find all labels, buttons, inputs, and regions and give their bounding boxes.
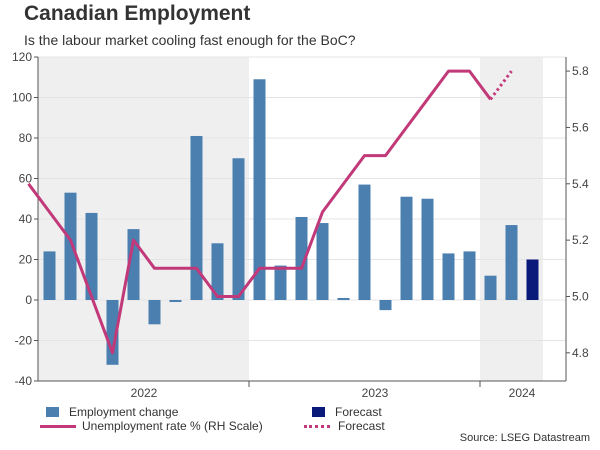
chart-title: Canadian Employment (24, 2, 251, 25)
right-tick-label-5.2: 5.2 (572, 233, 589, 247)
left-tick-label-120: 120 (12, 50, 32, 64)
employment-bar-2022-08 (190, 135, 203, 300)
employment-bar-2023-10 (484, 275, 497, 300)
left-tick-label-40: 40 (19, 212, 33, 226)
legend-forecast-line-label: Forecast (338, 419, 385, 433)
legend-forecast-line: Forecast (304, 419, 385, 433)
left-tick-label--40: -40 (15, 374, 33, 388)
x-label-2022: 2022 (131, 386, 158, 400)
forecast-bar-2023-12 (526, 259, 539, 300)
employment-bar-2022-02 (64, 192, 77, 300)
unemployment-line (27, 69, 492, 355)
employment-bar-2022-06 (148, 300, 161, 325)
source-note: Source: LSEG Datastream (459, 432, 590, 444)
employment-bar-2023-02 (316, 223, 329, 300)
employment-bar-2023-05 (379, 300, 392, 311)
employment-bar-2023-07 (421, 198, 434, 300)
employment-bar-2023-11 (505, 225, 518, 300)
x-label-2024: 2024 (509, 386, 536, 400)
legend-forecast-bar: Forecast (312, 405, 382, 419)
right-tick-label-5.8: 5.8 (572, 64, 589, 78)
x-label-2023: 2023 (362, 386, 389, 400)
right-tick-label-5: 5.0 (572, 289, 589, 303)
legend-unemployment: Unemployment rate % (RH Scale) (40, 419, 263, 433)
right-tick-label-5.6: 5.6 (572, 120, 589, 134)
employment-bar-2023-06 (400, 196, 413, 300)
left-tick-label-20: 20 (19, 253, 33, 267)
employment-bar-2023-01 (295, 216, 308, 300)
employment-bar-2022-12 (274, 265, 287, 300)
chart-subtitle: Is the labour market cooling fast enough… (24, 32, 356, 48)
left-tick-label-0: 0 (25, 293, 32, 307)
left-tick-label--20: -20 (15, 334, 33, 348)
legend-unemployment-swatch (40, 424, 76, 428)
legend-unemployment-label: Unemployment rate % (RH Scale) (82, 419, 263, 433)
legend-employment-swatch (46, 407, 59, 417)
employment-bar-2022-11 (253, 79, 266, 301)
right-tick-label-4.8: 4.8 (572, 346, 589, 360)
legend-forecast-bar-swatch (312, 407, 325, 417)
employment-bar-2023-04 (358, 184, 371, 300)
employment-bar-2023-09 (463, 251, 476, 300)
employment-bar-2022-07 (169, 300, 182, 303)
legend-employment-label: Employment change (69, 405, 179, 419)
employment-bar-2023-08 (442, 253, 455, 300)
legend-forecast-bar-label: Forecast (335, 405, 382, 419)
employment-bar-2022-01 (43, 251, 56, 300)
employment-bar-2022-09 (211, 243, 224, 300)
legend-forecast-line-swatch (304, 424, 330, 428)
employment-bar-2023-03 (337, 297, 350, 300)
left-tick-label-60: 60 (19, 172, 33, 186)
left-tick-label-80: 80 (19, 131, 33, 145)
right-tick-label-5.4: 5.4 (572, 177, 589, 191)
employment-bar-2022-05 (127, 229, 140, 300)
employment-bar-2022-03 (85, 212, 98, 300)
left-tick-label-100: 100 (12, 91, 32, 105)
employment-bar-2022-10 (232, 158, 245, 300)
legend-employment: Employment change (46, 405, 178, 419)
forecast-line (489, 70, 513, 101)
